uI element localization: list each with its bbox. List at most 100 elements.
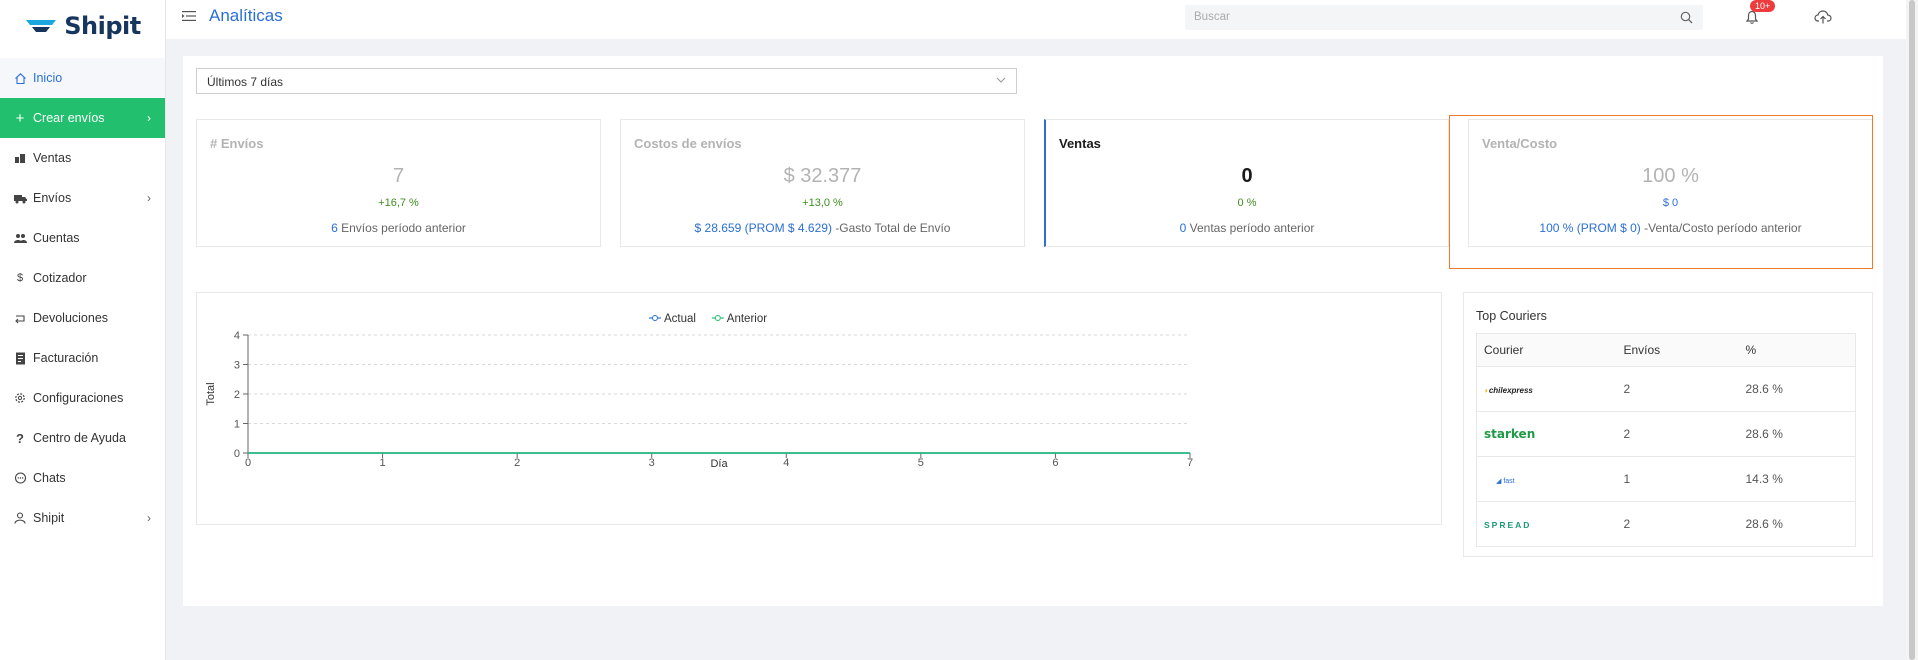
courier-pct: 14.3 % [1738, 456, 1856, 502]
menu-toggle-icon[interactable] [182, 10, 196, 22]
dollar-icon: $ [16, 272, 24, 284]
kpi-footer-link[interactable]: 0 [1179, 221, 1187, 235]
chevron-right-icon: › [147, 511, 151, 525]
legend-label: Actual [664, 313, 696, 325]
search-icon[interactable] [1680, 11, 1693, 24]
sidebar-item-facturacion[interactable]: Facturación [0, 338, 165, 378]
sidebar-item-shipit[interactable]: Shipit › [0, 498, 165, 538]
plus-icon: + [15, 109, 25, 127]
kpi-card-envios: # Envíos 7 +16,7 % 6 Envíos período ante… [196, 119, 601, 247]
kpi-change: +16,7 % [378, 197, 419, 209]
invoice-icon [13, 351, 27, 365]
chevron-down-icon [996, 74, 1006, 86]
courier-name: chilexpress [1488, 386, 1533, 395]
kpi-change: 0 % [1237, 197, 1257, 209]
sidebar-item-devoluciones[interactable]: Devoluciones [0, 298, 165, 338]
courier-envios: 1 [1616, 456, 1739, 502]
sidebar-item-configuraciones[interactable]: Configuraciones [0, 378, 165, 418]
kpi-value: $ 32.377 [783, 165, 862, 187]
sidebar-item-cuentas[interactable]: Cuentas [0, 218, 165, 258]
sidebar-item-label: Shipit [33, 511, 65, 525]
kpi-footer: 100 % (PROM $ 0) -Venta/Costo período an… [1469, 221, 1872, 235]
question-icon: ? [16, 430, 24, 446]
x-tick-label: 6 [1052, 457, 1058, 469]
legend-marker-dot [714, 315, 721, 321]
sidebar-item-chats[interactable]: Chats [0, 458, 165, 498]
sidebar-item-cotizador[interactable]: $ Cotizador [0, 258, 165, 298]
sidebar-item-centro-de-ayuda[interactable]: ? Centro de Ayuda [0, 418, 165, 458]
kpi-title: # Envíos [210, 136, 264, 151]
users-icon [13, 231, 27, 245]
store-icon [13, 151, 27, 165]
sidebar-nav: Inicio + Crear envíos › Ventas Envíos › … [0, 58, 165, 538]
courier-logo-spread: SPREAD [1476, 501, 1617, 547]
x-tick-label: 4 [783, 457, 789, 469]
x-tick-label: 5 [918, 457, 924, 469]
vertical-scrollbar[interactable] [1906, 0, 1918, 660]
scrollbar-thumb[interactable] [1909, 0, 1915, 660]
x-axis-label: Día [710, 458, 728, 470]
sidebar-item-crear-envios[interactable]: + Crear envíos › [0, 98, 165, 138]
top-couriers-title: Top Couriers [1476, 309, 1547, 323]
user-icon [13, 511, 27, 525]
table-row: SPREAD 2 28.6 % [1476, 501, 1856, 547]
y-tick-label: 1 [234, 419, 240, 431]
y-tick-label: 0 [234, 448, 240, 460]
table-row: starken 2 28.6 % [1476, 411, 1856, 457]
y-axis-label: Total [205, 382, 217, 405]
gear-icon [13, 391, 27, 405]
kpi-footer: 0 Ventas período anterior [1046, 221, 1448, 235]
sidebar-item-inicio[interactable]: Inicio [0, 58, 165, 98]
kpi-value: 0 [1241, 165, 1253, 187]
courier-name: SPREAD [1484, 520, 1532, 530]
logo-text: Shipit [64, 12, 141, 40]
shipit-logo-icon [26, 20, 57, 32]
bell-icon[interactable] [1744, 9, 1760, 25]
courier-logo-starken: starken [1476, 411, 1617, 457]
chat-icon [13, 471, 27, 485]
sidebar-item-label: Cotizador [33, 271, 87, 285]
kpi-footer-text: -Gasto Total de Envío [831, 221, 951, 235]
y-tick-label: 4 [234, 330, 240, 342]
x-tick-label: 7 [1187, 457, 1193, 469]
table-row: ◢ fast 1 14.3 % [1476, 456, 1856, 502]
kpi-footer-link[interactable]: 100 % (PROM $ 0) [1539, 221, 1641, 235]
kpi-title: Costos de envíos [634, 136, 742, 151]
line-chart-card: 0 1 2 3 4 0 1 2 3 4 5 6 7 Día Total Actual Anterior [196, 292, 1442, 525]
courier-pct: 28.6 % [1738, 411, 1856, 457]
legend-marker-dot [652, 315, 658, 321]
legend-label: Anterior [727, 313, 767, 325]
sidebar-item-label: Envíos [33, 191, 72, 205]
courier-pct: 28.6 % [1738, 366, 1856, 412]
sidebar: Shipit Inicio + Crear envíos › Ventas En… [0, 0, 166, 660]
courier-envios: 2 [1616, 366, 1739, 412]
column-header[interactable]: Envíos [1616, 333, 1739, 367]
couriers-table: Courier Envíos % ◗chilexpress 2 28.6 % s… [1476, 333, 1856, 547]
sidebar-item-label: Centro de Ayuda [33, 431, 126, 445]
kpi-footer: $ 28.659 (PROM $ 4.629) -Gasto Total de … [621, 221, 1024, 235]
shipit-logo[interactable]: Shipit [0, 0, 165, 52]
kpi-change: $ 0 [1662, 197, 1679, 209]
kpi-change: +13,0 % [802, 197, 843, 209]
top-header: Analíticas Buscar 10+ [166, 0, 1906, 39]
sidebar-item-ventas[interactable]: Ventas [0, 138, 165, 178]
kpi-footer-text: Ventas período anterior [1186, 221, 1315, 235]
home-icon [13, 71, 27, 85]
kpi-value: 7 [392, 165, 405, 187]
cloud-upload-icon[interactable] [1814, 9, 1832, 25]
kpi-footer-link[interactable]: 6 [331, 221, 338, 235]
column-header[interactable]: Courier [1476, 333, 1617, 367]
kpi-footer-link[interactable]: $ 28.659 (PROM $ 4.629) [694, 221, 832, 235]
x-tick-label: 1 [380, 457, 386, 469]
analytics-panel: Últimos 7 días # Envíos 7 +16,7 % 6 Enví… [183, 56, 1883, 606]
sidebar-item-envios[interactable]: Envíos › [0, 178, 165, 218]
courier-envios: 2 [1616, 411, 1739, 457]
search-input[interactable]: Buscar [1185, 5, 1703, 30]
kpi-card-ventas: Ventas 0 0 % 0 Ventas período anterior [1044, 119, 1449, 247]
period-select[interactable]: Últimos 7 días [196, 68, 1017, 94]
sidebar-item-label: Chats [33, 471, 66, 485]
y-tick-label: 3 [234, 360, 240, 372]
chevron-right-icon: › [147, 111, 151, 125]
column-header[interactable]: % [1738, 333, 1856, 367]
y-tick-label: 2 [234, 389, 240, 401]
